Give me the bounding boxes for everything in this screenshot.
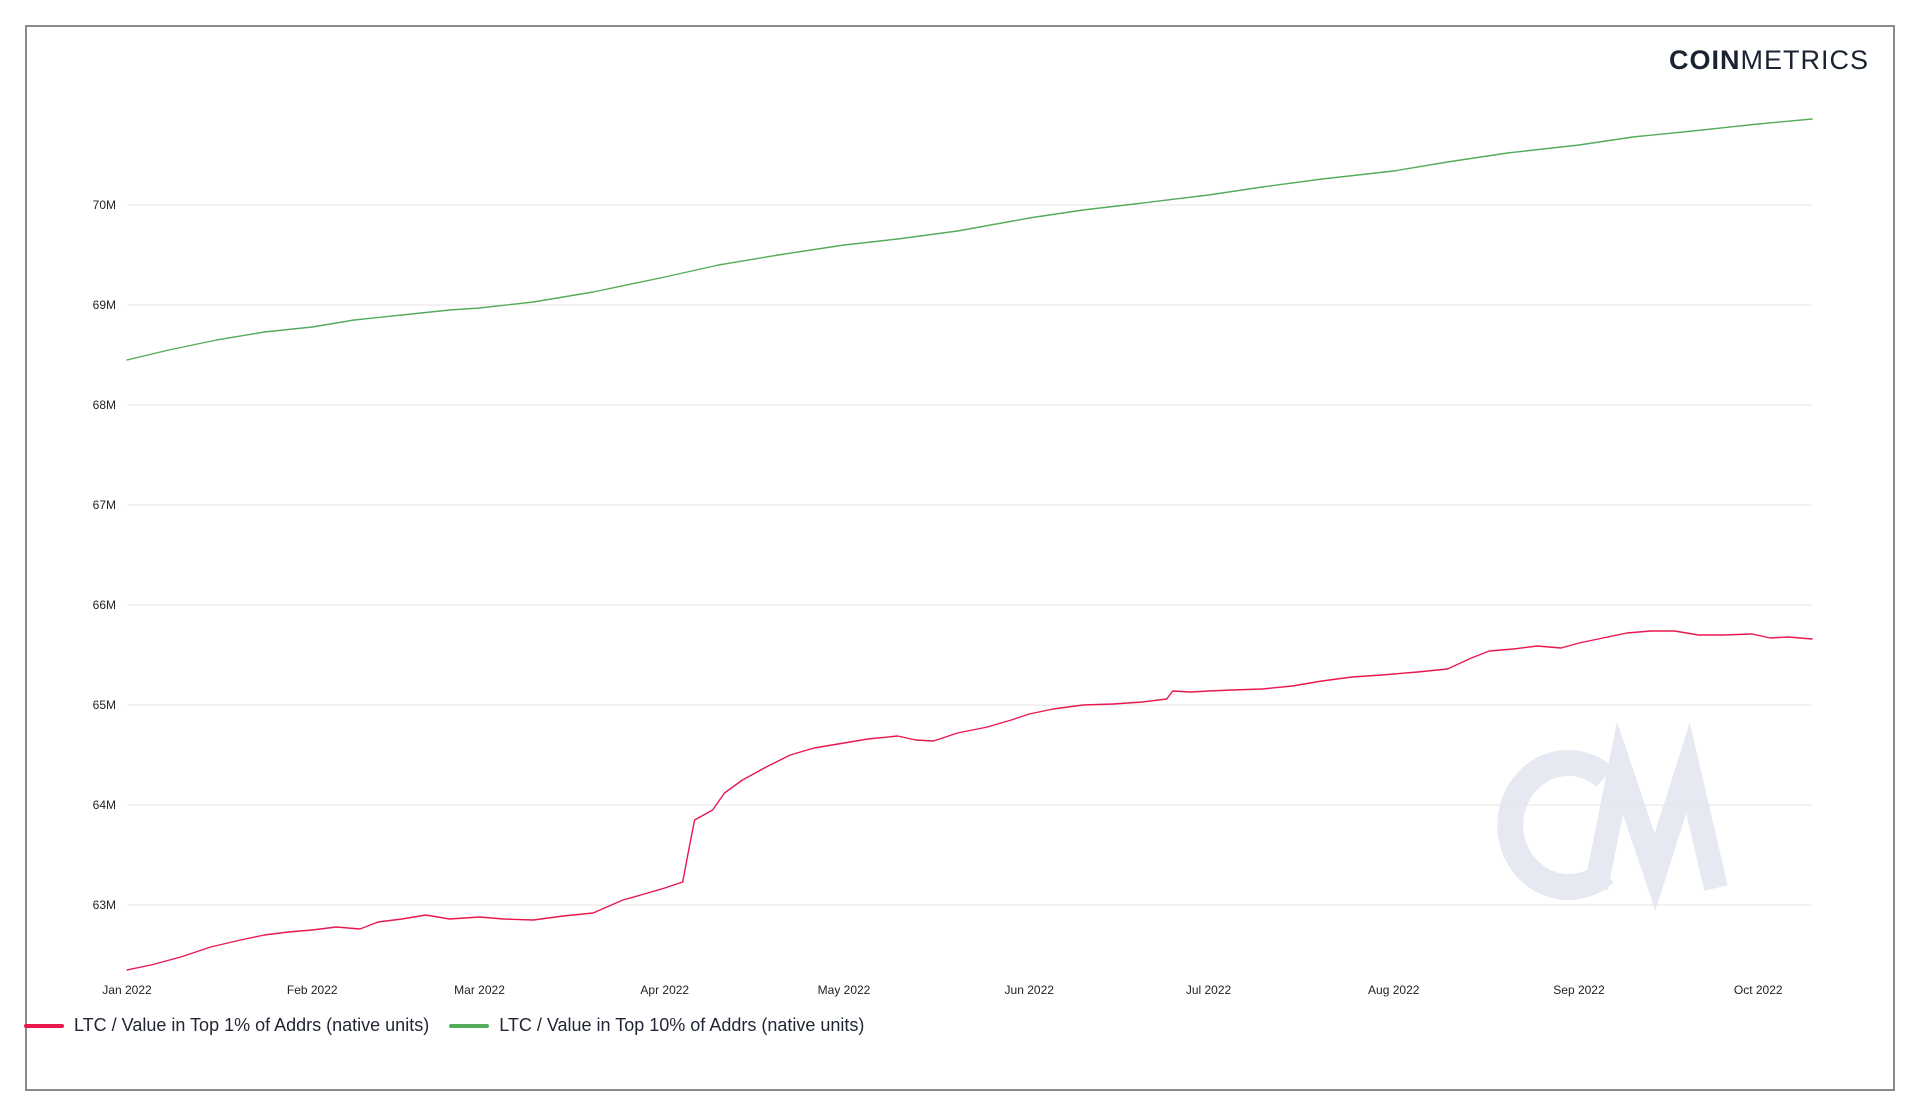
- x-tick-label: Feb 2022: [287, 983, 338, 997]
- x-tick-label: Apr 2022: [640, 983, 689, 997]
- x-tick-label: Jan 2022: [102, 983, 152, 997]
- y-tick-label: 67M: [93, 498, 116, 512]
- watermark-c-icon: [1497, 750, 1614, 900]
- logo-part-coin: COIN: [1669, 45, 1741, 75]
- legend-item-top1[interactable]: LTC / Value in Top 1% of Addrs (native u…: [24, 1015, 429, 1036]
- x-tick-label: May 2022: [818, 983, 871, 997]
- series-line-top1: [126, 630, 1813, 971]
- y-tick-label: 63M: [93, 898, 116, 912]
- legend-label-top1: LTC / Value in Top 1% of Addrs (native u…: [74, 1015, 430, 1035]
- coinmetrics-logo: COINMETRICS: [1669, 45, 1869, 76]
- y-tick-label: 64M: [93, 798, 116, 812]
- x-tick-label: Jun 2022: [1005, 983, 1055, 997]
- logo-part-metrics: METRICS: [1740, 45, 1869, 75]
- legend-item-top10[interactable]: LTC / Value in Top 10% of Addrs (native …: [449, 1015, 864, 1036]
- chart-legend: LTC / Value in Top 1% of Addrs (native u…: [24, 1015, 864, 1036]
- legend-swatch-top10: [449, 1023, 490, 1028]
- y-tick-label: 69M: [93, 298, 116, 312]
- legend-swatch-top1: [24, 1023, 64, 1028]
- x-tick-label: Aug 2022: [1368, 983, 1420, 997]
- x-tick-label: Jul 2022: [1186, 983, 1232, 997]
- y-tick-label: 66M: [93, 598, 116, 612]
- y-tick-label: 65M: [93, 698, 116, 712]
- series-line-top10: [126, 118, 1813, 361]
- x-tick-label: Sep 2022: [1553, 983, 1605, 997]
- x-tick-label: Oct 2022: [1734, 983, 1783, 997]
- chart-frame: COINMETRICS: [25, 25, 1895, 1091]
- y-tick-label: 68M: [93, 398, 116, 412]
- legend-label-top10: LTC / Value in Top 10% of Addrs (native …: [499, 1015, 865, 1035]
- x-tick-label: Mar 2022: [454, 983, 505, 997]
- watermark-m-icon: [1584, 721, 1728, 911]
- y-tick-label: 70M: [93, 198, 116, 212]
